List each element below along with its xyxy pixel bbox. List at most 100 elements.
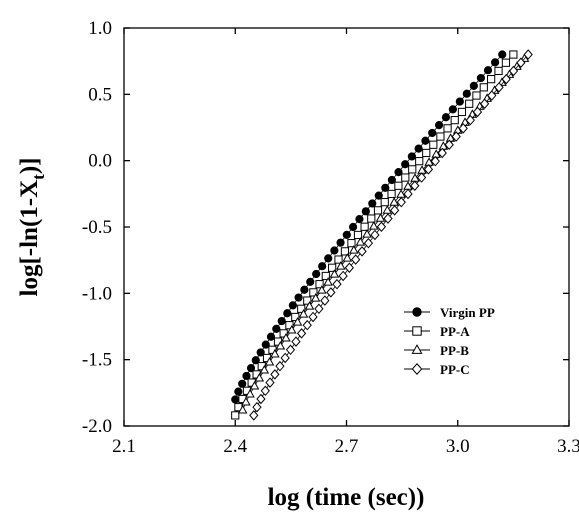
- data-point: [387, 175, 396, 185]
- data-point: [360, 222, 369, 231]
- data-point: [448, 105, 457, 114]
- data-point: [394, 168, 403, 177]
- data-point: [312, 269, 321, 279]
- data-point: [334, 255, 343, 264]
- data-point: [304, 301, 315, 310]
- data-point: [501, 73, 511, 85]
- y-axis-title-main: log[-ln(1-X: [16, 180, 43, 297]
- y-axis-title-subscript: t: [29, 174, 48, 180]
- data-point: [401, 173, 410, 182]
- data-point: [430, 155, 440, 167]
- y-tick-label: 0.5: [88, 84, 112, 105]
- series-virgin-pp: [231, 50, 507, 404]
- y-tick-label: -2.0: [82, 416, 112, 437]
- data-point: [382, 205, 393, 214]
- data-point: [487, 75, 496, 84]
- data-point: [408, 165, 417, 174]
- data-point: [389, 197, 399, 206]
- data-point: [428, 128, 437, 138]
- legend-item: PP-A: [404, 324, 470, 339]
- data-point: [381, 183, 390, 192]
- data-point: [437, 147, 447, 159]
- data-point: [238, 379, 247, 388]
- data-point: [259, 364, 270, 374]
- data-point: [383, 213, 393, 224]
- x-axis-title: log (time (sec)): [268, 484, 425, 511]
- data-point: [373, 206, 383, 215]
- legend-label: Virgin PP: [440, 305, 495, 320]
- data-point: [469, 81, 478, 90]
- data-point: [494, 82, 504, 93]
- data-point: [436, 132, 445, 141]
- y-axis-title: log[-ln(1-Xt)]: [16, 158, 48, 297]
- data-point: [376, 221, 387, 233]
- data-point: [308, 311, 318, 323]
- data-point: [294, 293, 303, 302]
- data-point: [317, 285, 327, 294]
- data-point: [246, 364, 256, 373]
- data-point: [275, 360, 285, 372]
- y-tick-label: -1.0: [82, 283, 112, 304]
- data-point: [396, 196, 406, 208]
- data-point: [242, 371, 251, 381]
- y-tick-label: -0.5: [82, 217, 112, 238]
- data-point: [328, 263, 337, 272]
- legend-item: Virgin PP: [404, 305, 495, 320]
- data-point: [314, 303, 324, 315]
- y-tick-label: 0.0: [88, 151, 112, 172]
- legend-marker: [412, 307, 422, 317]
- data-point: [297, 304, 306, 313]
- data-point: [498, 50, 507, 59]
- data-point: [318, 262, 327, 271]
- data-point: [249, 380, 260, 390]
- data-point: [472, 91, 481, 100]
- data-point: [277, 316, 286, 326]
- data-point: [303, 296, 312, 305]
- data-point: [429, 140, 438, 149]
- data-point: [479, 83, 488, 92]
- data-point: [249, 410, 259, 421]
- data-point: [516, 57, 526, 68]
- data-point: [487, 90, 497, 101]
- data-point: [380, 198, 389, 207]
- data-point: [421, 136, 430, 145]
- legend: Virgin PP PP-A PP-B PP-C: [404, 305, 495, 377]
- data-point: [462, 89, 471, 98]
- data-point: [283, 309, 292, 318]
- data-point: [476, 73, 486, 83]
- data-point: [342, 230, 351, 239]
- data-point: [443, 124, 452, 133]
- data-point: [231, 411, 240, 420]
- data-point: [340, 247, 350, 256]
- legend-label: PP-A: [440, 324, 470, 339]
- data-point: [315, 280, 324, 289]
- data-point: [375, 213, 386, 222]
- data-point: [326, 287, 336, 298]
- data-point: [451, 131, 461, 142]
- data-point: [251, 356, 260, 365]
- data-point: [320, 295, 330, 306]
- y-axis-title-end: )]: [16, 158, 43, 175]
- data-point: [368, 221, 379, 230]
- data-point: [415, 157, 424, 166]
- data-point: [389, 205, 400, 216]
- y-tick-label: -1.5: [82, 350, 112, 371]
- data-point: [414, 144, 423, 153]
- series-pp-b: [237, 53, 530, 414]
- data-point: [349, 245, 359, 254]
- data-point: [324, 254, 333, 263]
- data-point: [286, 325, 297, 334]
- data-point: [330, 246, 339, 255]
- data-point: [410, 180, 420, 192]
- data-point: [479, 98, 490, 109]
- data-point: [348, 222, 358, 232]
- series-pp-a: [231, 50, 518, 420]
- data-point: [270, 369, 280, 380]
- data-point: [300, 285, 309, 294]
- data-point: [296, 328, 307, 339]
- data-point: [434, 120, 444, 130]
- legend-label: PP-B: [440, 343, 469, 358]
- series-pp-c: [249, 49, 533, 421]
- data-point: [387, 189, 396, 199]
